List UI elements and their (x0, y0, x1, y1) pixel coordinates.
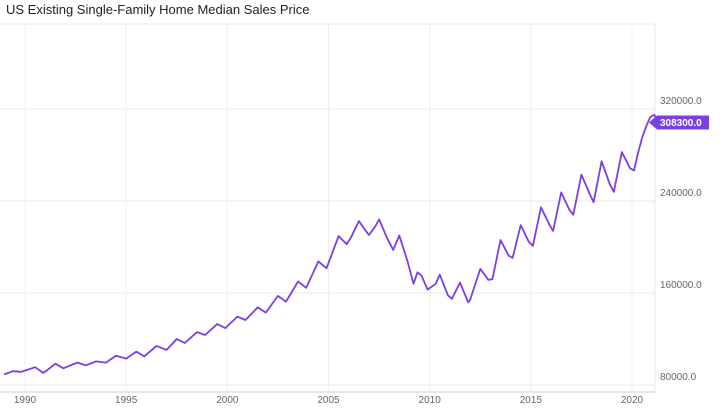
x-tick-label: 2015 (520, 395, 543, 406)
last-value-badge-shape (649, 115, 709, 130)
last-value-badge: 308300.0 (649, 115, 709, 130)
x-tick-label: 1995 (115, 395, 138, 406)
x-tick-label: 2000 (216, 395, 239, 406)
y-tick-label: 240000.0 (660, 188, 702, 199)
y-tick-label: 160000.0 (660, 280, 702, 291)
series-line (3, 113, 660, 375)
x-tick-label: 2020 (621, 395, 644, 406)
last-value-label: 308300.0 (660, 118, 702, 129)
x-tick-label: 2005 (317, 395, 340, 406)
y-tick-label: 80000.0 (660, 372, 697, 383)
x-tick-label: 2010 (419, 395, 442, 406)
tick-labels: 1990 1995 2000 2005 2010 2015 2020 80000.0 16000… (14, 96, 702, 406)
chart-title: US Existing Single-Family Home Median Sa… (6, 2, 310, 17)
y-tick-label: 320000.0 (660, 96, 702, 107)
x-tick-label: 1990 (14, 395, 37, 406)
grid (0, 24, 655, 392)
